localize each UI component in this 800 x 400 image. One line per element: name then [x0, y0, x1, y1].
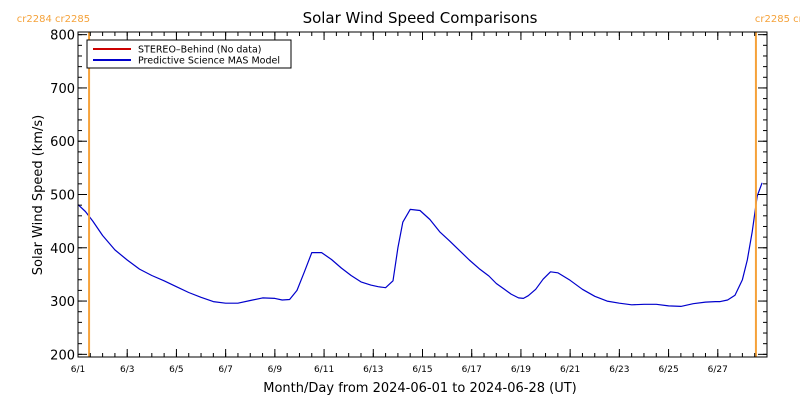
y-axis-label: Solar Wind Speed (km/s) [31, 115, 46, 275]
legend-label-1: Predictive Science MAS Model [138, 56, 280, 67]
x-tick-label: 6/9 [268, 365, 283, 375]
chart-title: Solar Wind Speed Comparisons [303, 9, 538, 27]
legend-box [86, 39, 292, 69]
x-tick-label: 6/27 [708, 365, 728, 375]
y-tick-label: 400 [50, 242, 75, 257]
x-tick-label: 6/23 [609, 365, 629, 375]
x-tick-label: 6/1 [71, 365, 85, 375]
y-tick-label: 300 [50, 295, 75, 310]
carrington-marker-layer: cr2284 cr2285 cr2285 cr2286 [17, 14, 800, 357]
x-tick-label: 6/17 [462, 365, 482, 375]
x-tick-label: 6/7 [218, 365, 232, 375]
series-layer [77, 182, 763, 307]
x-tick-label: 6/25 [658, 365, 678, 375]
carrington-marker-label: cr2284 cr2285 [17, 14, 90, 25]
y-tick-label: 700 [50, 82, 75, 97]
y-tick-label: 800 [50, 29, 75, 44]
x-tick-label: 6/19 [511, 365, 531, 375]
carrington-marker-label: cr2285 cr2286 [755, 14, 800, 25]
x-tick-label: 6/3 [120, 365, 134, 375]
series-line-1 [77, 182, 763, 307]
y-tick-label: 200 [50, 348, 75, 363]
x-tick-label: 6/5 [169, 365, 183, 375]
x-axis-ticks: 6/1 6/3 6/5 6/7 6/9 6/11 6/13 6/15 6/17 6/19 6/21 6… [71, 32, 768, 375]
y-tick-label: 600 [50, 135, 75, 150]
y-tick-label: 500 [50, 189, 75, 204]
x-axis-label: Month/Day from 2024-06-01 to 2024-06-28 … [263, 381, 576, 396]
legend: STEREO–Behind (No data)Predictive Scienc… [86, 39, 292, 69]
x-tick-label: 6/21 [560, 365, 580, 375]
legend-label-0: STEREO–Behind (No data) [138, 45, 262, 56]
x-tick-label: 6/11 [314, 365, 334, 375]
y-axis-ticks: 200 300 400 500 600 700 800 [50, 29, 767, 363]
x-tick-label: 6/15 [412, 365, 432, 375]
x-tick-label: 6/13 [363, 365, 383, 375]
